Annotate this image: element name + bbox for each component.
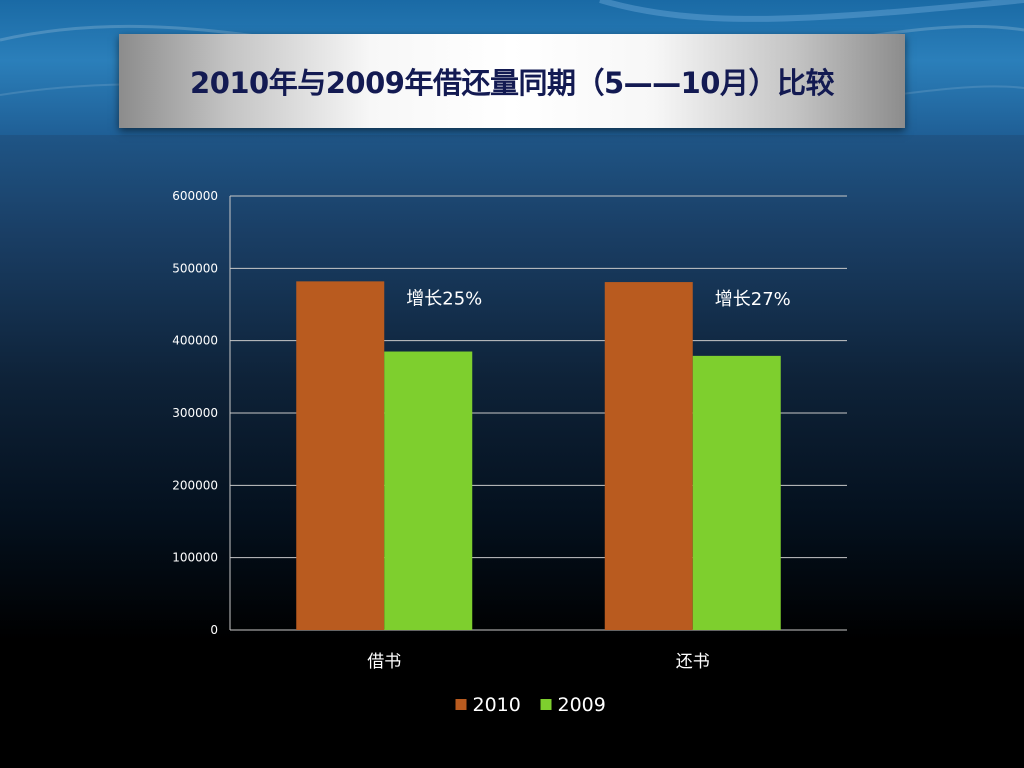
- bar-2009-2: [692, 355, 781, 630]
- title-box: 2010年与2009年借还量同期（5——10月）比较: [119, 34, 905, 128]
- chart-labels: 0 100000 200000 300000 400000 500000 600000 借书 增…: [172, 189, 791, 672]
- bar-2010-1: [296, 281, 385, 630]
- legend-label-2009: 2009: [558, 694, 606, 716]
- y-tick-label: 200000: [172, 478, 218, 492]
- y-tick-label: 0: [210, 623, 218, 637]
- legend-label-2010: 2010: [473, 694, 521, 716]
- y-tick-label: 600000: [172, 189, 218, 203]
- chart-legend: 2010 2009: [455, 694, 606, 716]
- y-tick-label: 400000: [172, 334, 218, 348]
- x-category-label: 借书: [367, 652, 401, 672]
- x-category-label: 还书: [676, 652, 710, 672]
- growth-annotation: 增长25%: [406, 288, 482, 309]
- bar-2010-2: [604, 282, 693, 630]
- legend-swatch-2010: [455, 699, 467, 710]
- y-tick-label: 100000: [172, 551, 218, 565]
- bar-2009-1: [384, 351, 473, 630]
- legend-swatch-2009: [540, 699, 552, 710]
- growth-annotation: 增长27%: [715, 289, 791, 310]
- y-tick-label: 300000: [172, 406, 218, 420]
- slide-title: 2010年与2009年借还量同期（5——10月）比较: [190, 66, 834, 100]
- y-tick-label: 500000: [172, 261, 218, 275]
- chart-bars: [296, 281, 781, 630]
